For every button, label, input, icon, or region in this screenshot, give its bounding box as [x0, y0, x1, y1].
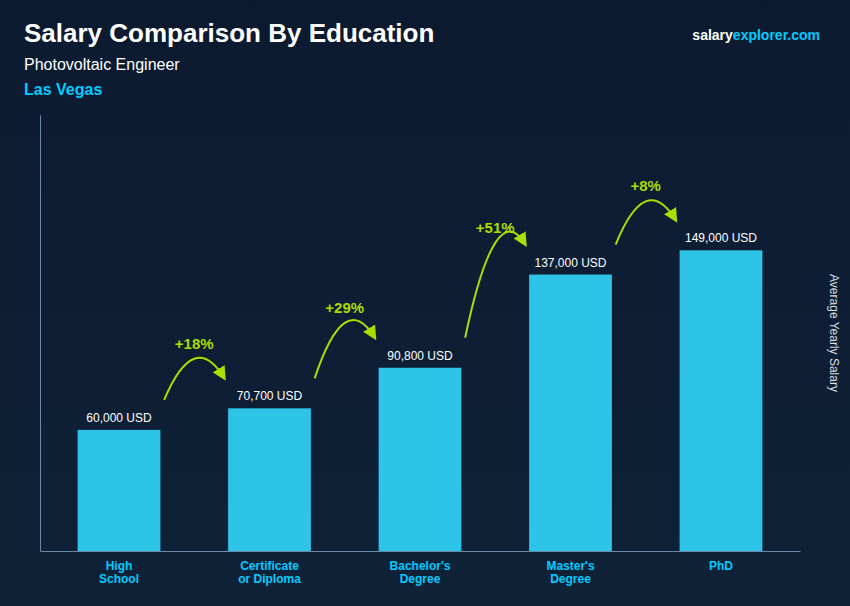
x-tick: Certificateor Diploma: [238, 559, 301, 587]
growth-arrow: [315, 320, 375, 378]
bar: [78, 430, 161, 551]
x-tick-label-line: Degree: [550, 572, 591, 586]
chart-svg: HighSchool Certificateor Diploma Bachelor'…: [0, 0, 850, 606]
y-axis: [40, 116, 41, 552]
background: [0, 0, 850, 606]
growth-label: +51%: [476, 219, 515, 236]
data-label: 137,000 USD: [534, 256, 606, 270]
x-tick-label-line: Degree: [400, 572, 441, 586]
growth-label: +18%: [175, 335, 214, 352]
x-tick-label-line: Certificate: [240, 559, 299, 573]
x-axis: HighSchool Certificateor Diploma Bachelor'…: [41, 552, 801, 587]
bar: [529, 275, 612, 551]
title: Salary Comparison By Education: [24, 18, 434, 48]
x-tick-label-line: PhD: [709, 559, 733, 573]
x-tick-label: HighSchool: [99, 559, 139, 587]
x-tick-label-line: Bachelor's: [390, 559, 451, 573]
growth-label: +8%: [631, 177, 661, 194]
x-tick-label-line: or Diploma: [238, 572, 301, 586]
x-tick-label-line: School: [99, 572, 139, 586]
growth-label: +29%: [325, 299, 364, 316]
location: Las Vegas: [24, 81, 102, 98]
bars: [78, 250, 763, 551]
y-axis-line: [40, 116, 41, 552]
growth-arrow: [164, 358, 224, 400]
site-text: salary: [692, 27, 733, 43]
x-tick: HighSchool: [99, 559, 139, 587]
x-tick: PhD: [709, 559, 733, 573]
subtitle: Photovoltaic Engineer: [24, 56, 180, 73]
data-labels: 60,000 USD 70,700 USD 90,800 USD 137,000 US…: [86, 231, 757, 425]
data-label: 60,000 USD: [86, 411, 152, 425]
bar: [680, 250, 763, 551]
bar: [228, 408, 311, 551]
x-tick: Bachelor'sDegree: [390, 559, 451, 587]
site-text: explorer.com: [733, 27, 820, 43]
x-tick-label-line: High: [106, 559, 133, 573]
x-tick-label: Master'sDegree: [546, 559, 595, 587]
growth-arrow: [465, 232, 525, 338]
x-axis-line: [41, 551, 801, 552]
data-label: 70,700 USD: [237, 389, 303, 403]
data-label: 149,000 USD: [685, 231, 757, 245]
x-tick-label: Certificateor Diploma: [238, 559, 301, 587]
x-tick-label-line: Master's: [546, 559, 595, 573]
x-tick-label: Bachelor'sDegree: [390, 559, 451, 587]
growth-arrow: [616, 200, 676, 244]
x-tick-label: PhD: [709, 559, 733, 573]
y-axis-title: Average Yearly Salary: [827, 274, 841, 392]
bar: [379, 368, 462, 551]
x-tick: Master'sDegree: [546, 559, 595, 587]
annotations: +18% +29% +51% +8%: [164, 177, 676, 400]
data-label: 90,800 USD: [387, 349, 453, 363]
